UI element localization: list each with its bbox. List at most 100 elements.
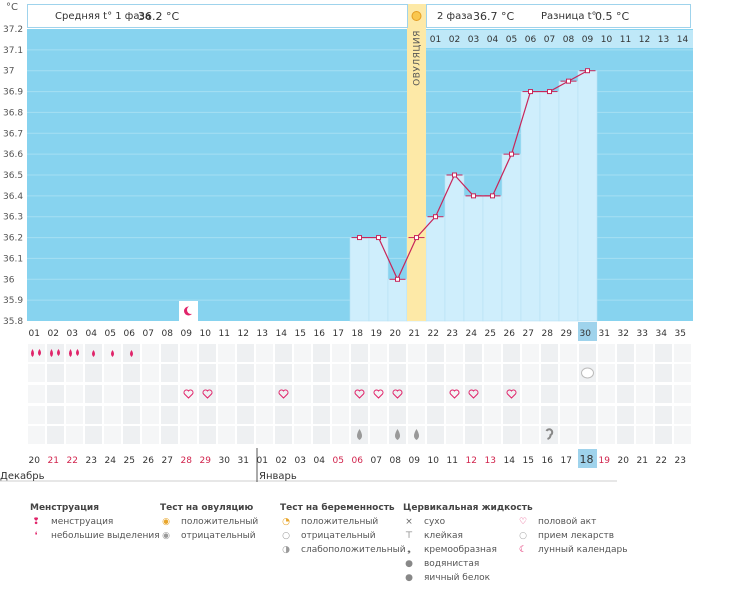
mark-cell [47, 344, 64, 362]
temperature-point [433, 214, 438, 220]
mark-cell [541, 385, 558, 403]
mark-cell [427, 385, 444, 403]
phase2-value: 36.7 °C [473, 10, 515, 23]
diff-label: Разница t° [541, 11, 597, 22]
mark-cell [655, 364, 672, 382]
menstruation-heavy-icon [69, 349, 79, 357]
ovulation-positive-icon: ◉ [162, 517, 170, 527]
cycle-day-label: 07 [143, 329, 154, 339]
mark-cell [161, 426, 178, 444]
mark-cell [294, 364, 311, 382]
mark-cell [294, 385, 311, 403]
mark-cell [446, 406, 463, 424]
mark-cell [560, 344, 577, 362]
y-tick-label: 36.4 [3, 192, 23, 202]
mark-cell [674, 344, 691, 362]
y-tick-label: 36.3 [3, 213, 23, 223]
phase1-summary: Средняя t° 1 фаза 36.2 °C [27, 4, 408, 28]
mark-cell [579, 344, 596, 362]
cycle-day-label: 08 [162, 329, 174, 339]
mark-cell [541, 364, 558, 382]
temperature-point [547, 89, 552, 95]
calendar-date-label: 14 [504, 456, 516, 466]
cycle-day-label: 30 [580, 329, 592, 339]
mark-cell [370, 385, 387, 403]
intercourse-heart-icon [183, 389, 194, 399]
mark-cell [446, 426, 463, 444]
mark-cell [389, 364, 406, 382]
legend-item-label: отрицательный [301, 531, 376, 541]
mark-cell [427, 364, 444, 382]
mark-cell [28, 344, 45, 362]
lunar-icon: ☾ [518, 545, 528, 555]
cycle-day-label: 05 [105, 329, 116, 339]
cycle-day-label: 25 [485, 329, 496, 339]
mark-cell [522, 406, 539, 424]
mark-cell [237, 344, 254, 362]
intercourse-heart-icon [468, 389, 479, 399]
mark-cell [275, 406, 292, 424]
calendar-date-label: 31 [238, 456, 249, 466]
y-tick-label: 36.8 [3, 108, 23, 118]
temperature-column [558, 80, 579, 322]
temperature-column [539, 91, 560, 322]
legend-item-label: положительный [181, 517, 259, 527]
temperature-column [425, 216, 446, 322]
mark-cell [351, 364, 368, 382]
mark-cell [313, 385, 330, 403]
mark-cell [313, 364, 330, 382]
mark-cell [370, 406, 387, 424]
cycle-day-label: 04 [86, 329, 98, 339]
temperature-point [471, 193, 476, 199]
mark-cell [598, 344, 615, 362]
calendar-date-label: 02 [276, 456, 287, 466]
temperature-point [414, 235, 419, 241]
mark-cell [389, 385, 406, 403]
mark-cell [579, 385, 596, 403]
mark-cell [47, 406, 64, 424]
dpo-label: 08 [563, 35, 575, 45]
calendar-date-label: 24 [105, 456, 117, 466]
current-date-highlight [578, 449, 597, 468]
mark-cell [85, 385, 102, 403]
calendar-date-label: 05 [333, 456, 344, 466]
mark-cell [28, 364, 45, 382]
calendar-date-label: 03 [295, 456, 306, 466]
pregnancy-negative-icon: ○ [282, 531, 290, 541]
mark-cell [294, 344, 311, 362]
mark-cell [275, 344, 292, 362]
mark-cell [503, 426, 520, 444]
mark-cell [104, 364, 121, 382]
mark-cell [655, 385, 672, 403]
mark-cell [617, 364, 634, 382]
mark-cell [655, 406, 672, 424]
mark-cell [484, 426, 501, 444]
mark-cell [180, 344, 197, 362]
mark-cell [484, 364, 501, 382]
mark-cell [28, 426, 45, 444]
mark-cell [674, 426, 691, 444]
mark-cell [180, 406, 197, 424]
mark-cell [370, 426, 387, 444]
egg-white-icon: ● [405, 573, 413, 583]
mark-cell [256, 385, 273, 403]
mark-cell [237, 364, 254, 382]
calendar-date-label: 28 [181, 456, 193, 466]
mark-cell [636, 364, 653, 382]
menstruation-light-icon [111, 350, 114, 357]
mark-cell [256, 406, 273, 424]
intercourse-heart-icon [506, 389, 517, 399]
dpo-header [426, 30, 693, 48]
calendar-date-label: 07 [371, 456, 382, 466]
legend-item-label: лунный календарь [538, 545, 628, 555]
diff-value: 0.5 °C [595, 10, 630, 23]
y-tick-label: 36 [3, 275, 15, 285]
temperature-point [452, 172, 457, 178]
cycle-day-label: 31 [599, 329, 610, 339]
mark-cell [503, 364, 520, 382]
cycle-day-label: 26 [504, 329, 516, 339]
mark-cell [598, 385, 615, 403]
mark-cell [598, 364, 615, 382]
mark-cell [465, 406, 482, 424]
ovulation-label: ОВУЛЯЦИЯ [413, 30, 423, 86]
